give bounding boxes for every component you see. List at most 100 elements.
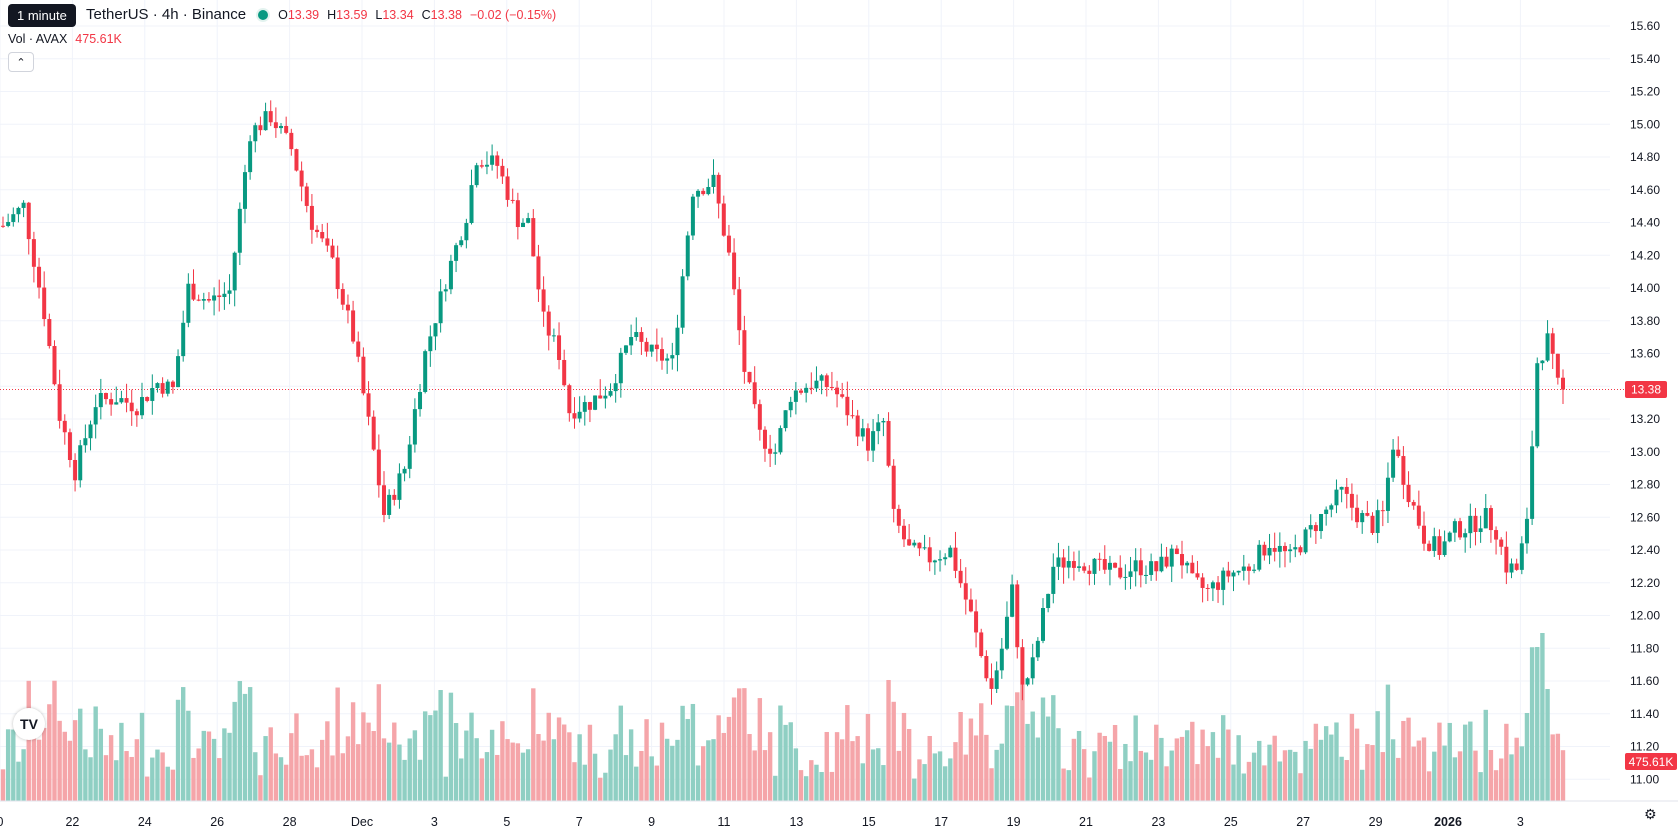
candle-body: [1205, 587, 1210, 589]
volume-bar: [1432, 751, 1437, 801]
candle-body: [1308, 525, 1313, 530]
candle-body: [1123, 576, 1128, 578]
volume-bar: [366, 722, 371, 801]
volume-bar: [1514, 737, 1519, 801]
candle-body: [644, 341, 649, 352]
volume-bar: [247, 687, 253, 801]
candle-body: [886, 420, 891, 466]
candle-body: [1236, 570, 1241, 573]
volume-bar: [1025, 723, 1030, 801]
candle-body: [1149, 561, 1154, 575]
x-tick-label: 11: [718, 815, 731, 829]
volume-bar: [1287, 749, 1293, 801]
volume-bar: [1236, 735, 1241, 801]
x-tick-label: 28: [283, 815, 297, 829]
candle-body: [222, 293, 227, 298]
volume-bar: [917, 759, 922, 801]
last-volume-tag: [1625, 753, 1677, 770]
candle-body: [1010, 584, 1015, 617]
y-tick-label: 13.80: [1630, 314, 1660, 328]
y-tick-label: 11.40: [1630, 707, 1659, 721]
volume-bar: [773, 775, 778, 801]
candle-body: [279, 125, 284, 129]
volume-bar: [886, 679, 891, 801]
candle-body: [613, 383, 618, 392]
candle-body: [757, 404, 762, 430]
volume-bar: [417, 759, 423, 801]
volume-bar: [103, 755, 109, 801]
volume-bar: [283, 764, 289, 801]
volume-bar: [1148, 759, 1154, 801]
ohlc-low: L13.34: [375, 7, 414, 22]
price-axis[interactable]: 15.60 15.40 15.20 15.00 14.80 14.60 14.40 14.20…: [1630, 19, 1660, 786]
volume-bar: [165, 766, 170, 801]
volume-bar: [484, 752, 490, 801]
x-tick-label: 13: [789, 815, 803, 829]
ohlc-close: C13.38: [421, 7, 462, 22]
volume-bar: [515, 743, 521, 801]
candle-body: [1380, 510, 1385, 512]
candle-body: [562, 359, 567, 386]
candle-body: [1344, 486, 1349, 494]
collapse-legend-button[interactable]: ⌃: [8, 52, 34, 72]
volume-bar: [670, 745, 675, 801]
last-price-label: 13.38: [1631, 383, 1661, 397]
volume-bar: [335, 687, 340, 801]
candle-body: [114, 402, 119, 405]
volume-bar: [778, 705, 783, 801]
candle-body: [88, 424, 93, 439]
volume-bar: [1509, 754, 1514, 801]
tradingview-logo-icon[interactable]: TV: [13, 708, 45, 740]
candle-body: [484, 164, 489, 167]
last-price-tag: [1625, 381, 1667, 399]
candle-body: [191, 283, 196, 300]
x-tick-label: 19: [1007, 815, 1021, 829]
volume-bar: [927, 735, 932, 801]
volume-bar: [1370, 745, 1375, 801]
volume-bar: [767, 732, 773, 801]
volume-bar: [747, 734, 752, 801]
volume-bar: [309, 749, 315, 801]
candle-body: [356, 341, 361, 357]
volume-bar: [1231, 764, 1236, 801]
volume-bar: [659, 722, 665, 801]
volume-bar: [1313, 723, 1319, 801]
volume-bar: [1097, 732, 1102, 801]
candle-body: [1555, 353, 1560, 378]
volume-bar: [5, 729, 11, 801]
candle-body: [232, 252, 237, 291]
x-tick-label: 23: [1151, 815, 1165, 829]
candle-body: [315, 229, 320, 233]
candle-body: [340, 289, 345, 305]
symbol-label[interactable]: TetherUS · 4h · Binance: [86, 6, 247, 23]
candle-body: [505, 176, 510, 200]
volume-bar: [577, 734, 582, 801]
time-axis[interactable]: 0 22 24 26 28 Dec 3 5 7 9 11 13 15 17 19 21 23 25 27 29 2026…: [0, 800, 1678, 829]
volume-bar: [953, 742, 958, 801]
volume-bar: [536, 734, 541, 801]
x-tick-label: 15: [862, 815, 876, 829]
volume-bar: [814, 764, 819, 801]
volume-bar: [1128, 761, 1133, 801]
volume-bar: [273, 753, 279, 801]
x-tick-label: 5: [503, 815, 510, 829]
volume-bar: [1282, 750, 1288, 801]
candle-body: [479, 165, 484, 167]
volume-bar: [108, 735, 114, 801]
candle-body: [1282, 545, 1287, 552]
settings-icon[interactable]: ⚙: [1644, 806, 1657, 822]
candle-body: [78, 445, 83, 481]
volume-bar: [896, 750, 902, 801]
x-tick-label: 9: [648, 815, 655, 829]
last-volume-label: 475.61K: [1629, 755, 1674, 769]
volume-bar: [1411, 746, 1416, 801]
volume-value: 475.61K: [75, 32, 122, 46]
candle-body: [1360, 512, 1365, 523]
volume-bar: [937, 751, 943, 801]
volume-bar: [1535, 646, 1540, 801]
volume-bar: [1401, 720, 1406, 801]
candle-body: [103, 393, 108, 400]
volume-bar: [726, 716, 732, 801]
volume-bar: [155, 749, 160, 801]
